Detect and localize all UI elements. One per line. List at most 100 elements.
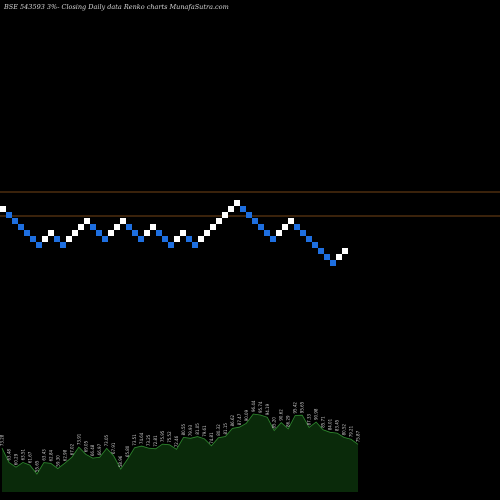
volume-label: 73.25 (146, 434, 151, 446)
volume-label: 95.74 (258, 401, 263, 413)
renko-brick-down (252, 218, 258, 224)
volume-label: 79.93 (188, 424, 193, 436)
renko-brick-down (246, 212, 252, 218)
volume-label: 73.28 (0, 434, 5, 446)
volume-label: 67.91 (111, 442, 116, 454)
chart-title: BSE 543593 3%- Closing Daily data Renko … (3, 3, 229, 11)
renko-brick-up (198, 236, 204, 242)
renko-brick-down (6, 212, 12, 218)
volume-label: 96.44 (251, 400, 256, 412)
volume-label: 86.62 (230, 414, 235, 426)
renko-brick-down (258, 224, 264, 230)
renko-brick-up (48, 230, 54, 236)
renko-brick-up (174, 236, 180, 242)
renko-brick-down (168, 242, 174, 248)
volume-label: 87.33 (307, 413, 312, 425)
volume-label: 84.01 (328, 418, 333, 430)
volume-label: 65.80 (125, 445, 130, 457)
renko-brick-down (126, 224, 132, 230)
volume-fill (2, 414, 358, 492)
renko-brick-up (144, 230, 150, 236)
renko-brick-down (186, 236, 192, 242)
renko-brick-down (90, 224, 96, 230)
renko-brick-down (102, 236, 108, 242)
volume-label: 95.42 (293, 402, 298, 414)
renko-brick-down (306, 236, 312, 242)
renko-brick-down (12, 218, 18, 224)
volume-label: 67.02 (69, 443, 74, 455)
volume-label: 80.55 (181, 423, 186, 435)
renko-brick-up (204, 230, 210, 236)
renko-brick-down (324, 254, 330, 260)
volume-label: 66.48 (90, 444, 95, 456)
renko-bricks (0, 200, 348, 266)
renko-brick-down (36, 242, 42, 248)
volume-label: 90.09 (244, 409, 249, 421)
renko-brick-down (24, 230, 30, 236)
volume-label: 63.43 (41, 449, 46, 461)
volume-label: 73.91 (76, 433, 81, 445)
renko-brick-up (222, 212, 228, 218)
volume-label: 72.81 (153, 435, 158, 447)
renko-brick-up (120, 218, 126, 224)
renko-brick-down (54, 236, 60, 242)
volume-label: 86.29 (286, 415, 291, 427)
volume-label: 60.29 (14, 453, 19, 465)
renko-brick-up (114, 224, 120, 230)
renko-brick-up (276, 230, 282, 236)
renko-brick-up (66, 236, 72, 242)
volume-label: 80.32 (216, 424, 221, 436)
volume-label: 79.61 (202, 425, 207, 437)
renko-brick-up (150, 224, 156, 230)
renko-brick-down (270, 236, 276, 242)
renko-brick-up (234, 200, 240, 206)
renko-brick-down (96, 230, 102, 236)
volume-label: 66.97 (97, 443, 102, 455)
volume-label: 90.98 (314, 408, 319, 420)
volume-label: 90.62 (279, 409, 284, 421)
renko-brick-up (216, 218, 222, 224)
renko-brick-up (78, 224, 84, 230)
volume-label: 62.84 (48, 449, 53, 461)
volume-label: 74.81 (209, 432, 214, 444)
renko-brick-up (108, 230, 114, 236)
renko-brick-down (312, 242, 318, 248)
renko-brick-down (18, 224, 24, 230)
renko-brick-down (138, 236, 144, 242)
renko-brick-up (336, 254, 342, 260)
volume-label: 80.52 (342, 423, 347, 435)
renko-brick-up (180, 230, 186, 236)
volume-label: 85.20 (272, 417, 277, 429)
renko-brick-down (192, 242, 198, 248)
renko-brick-up (288, 218, 294, 224)
volume-label: 81.15 (223, 423, 228, 435)
renko-brick-down (264, 230, 270, 236)
volume-label: 75.52 (167, 431, 172, 443)
volume-label: 94.19 (265, 403, 270, 415)
renko-brick-down (60, 242, 66, 248)
renko-brick-up (84, 218, 90, 224)
volume-label: 58.96 (118, 455, 123, 467)
volume-label: 62.98 (62, 449, 67, 461)
volume-label: 79.21 (349, 425, 354, 437)
renko-brick-up (0, 206, 6, 212)
volume-label: 75.95 (160, 430, 165, 442)
renko-brick-up (42, 236, 48, 242)
renko-brick-down (240, 206, 246, 212)
renko-brick-down (156, 230, 162, 236)
volume-label: 87.47 (237, 413, 242, 425)
volume-label: 75.87 (356, 430, 361, 442)
renko-brick-down (330, 260, 336, 266)
renko-brick-up (72, 230, 78, 236)
renko-brick-down (162, 236, 168, 242)
volume-area (1, 413, 359, 492)
renko-brick-down (294, 224, 300, 230)
renko-brick-up (228, 206, 234, 212)
renko-brick-up (342, 248, 348, 254)
volume-label: 69.05 (83, 440, 88, 452)
renko-brick-down (30, 236, 36, 242)
renko-brick-up (210, 224, 216, 230)
